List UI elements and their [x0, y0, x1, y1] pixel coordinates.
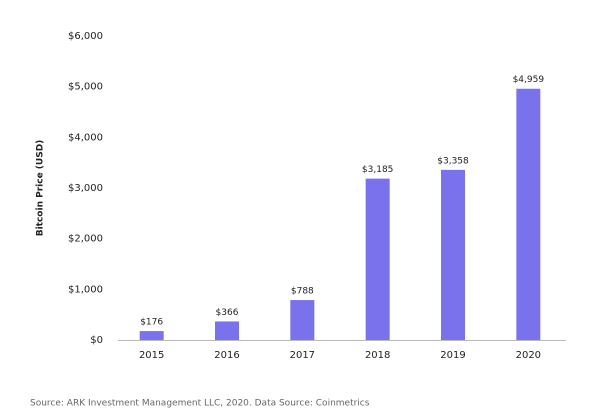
- value-label: $3,185: [362, 165, 394, 175]
- y-tick-label: $0: [90, 335, 103, 346]
- bar: [441, 169, 465, 340]
- bar: [365, 178, 390, 340]
- x-tick-label: 2016: [214, 350, 239, 361]
- bar: [215, 321, 239, 340]
- y-axis-label: Bitcoin Price (USD): [36, 140, 46, 237]
- value-label: $4,959: [513, 75, 545, 85]
- y-tick-label: $5,000: [68, 82, 103, 93]
- y-tick-label: $3,000: [68, 183, 103, 194]
- x-tick-label: 2018: [365, 350, 390, 361]
- x-tick-label: 2020: [516, 350, 541, 361]
- bar: [290, 300, 315, 340]
- y-tick-label: $4,000: [68, 132, 103, 143]
- bar: [516, 88, 541, 340]
- x-tick-label: 2015: [139, 350, 164, 361]
- x-tick-label: 2019: [440, 350, 465, 361]
- x-tick-label: 2017: [290, 350, 315, 361]
- source-note: Source: ARK Investment Management LLC, 2…: [30, 399, 370, 408]
- y-tick-label: $6,000: [68, 31, 103, 42]
- value-label: $366: [216, 308, 239, 318]
- value-label: $176: [140, 318, 163, 328]
- bar: [139, 331, 164, 340]
- value-label: $788: [291, 287, 314, 297]
- y-tick-label: $1,000: [68, 284, 103, 295]
- value-label: $3,358: [437, 156, 469, 166]
- y-tick-label: $2,000: [68, 234, 103, 245]
